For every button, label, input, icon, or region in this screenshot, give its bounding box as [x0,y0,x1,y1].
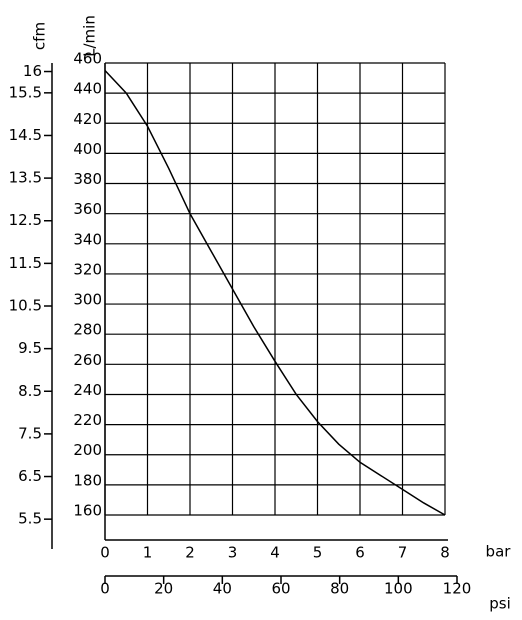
y-tick-label: 460 [73,50,102,68]
x-tick-label: 7 [398,544,408,562]
y2-tick-label: 12.5 [9,211,42,229]
y2-tick-label: 10.5 [9,297,42,315]
x2-tick-label: 20 [154,580,173,598]
y-tick-label: 200 [73,441,102,459]
y-tick-label: 320 [73,260,102,278]
y2-tick-label: 16 [23,62,42,80]
x2-tick-label: 80 [330,580,349,598]
x-tick-label: 3 [228,544,238,562]
y-tick-label: 180 [73,471,102,489]
y-tick-label: 280 [73,321,102,339]
y-tick-label: 400 [73,140,102,158]
data-line [104,70,446,516]
y-tick-label: 160 [73,502,102,520]
y2-tick-label: 7.5 [18,424,42,442]
x2-tick-label: 100 [384,580,413,598]
x-tick-label: 4 [270,544,280,562]
y-tick-label: 260 [73,351,102,369]
y2-tick-label: 8.5 [18,382,42,400]
x2-axis-label: psi [489,595,511,613]
x2-tick-label: 40 [213,580,232,598]
y2-axis-label: cfm [31,22,49,50]
y2-tick-label: 5.5 [18,510,42,528]
y2-tick-label: 13.5 [9,169,42,187]
x-axis-label: bar [486,543,512,561]
y-tick-label: 420 [73,110,102,128]
y-tick-label: 220 [73,411,102,429]
x-tick-label: 1 [143,544,153,562]
y-tick-label: 340 [73,230,102,248]
x-tick-label: 2 [185,544,195,562]
y-tick-label: 300 [73,291,102,309]
x2-tick-label: 120 [443,580,472,598]
y-tick-label: 440 [73,80,102,98]
x-tick-label: 0 [100,544,110,562]
y-axis-label: L/min [81,15,99,57]
x2-tick-label: 0 [100,580,110,598]
y-tick-label: 360 [73,200,102,218]
y2-tick-label: 15.5 [9,83,42,101]
x2-tick-label: 60 [271,580,290,598]
y-tick-label: 240 [73,381,102,399]
y-tick-label: 380 [73,170,102,188]
x-tick-label: 6 [355,544,365,562]
x-tick-label: 8 [440,544,450,562]
x-tick-label: 5 [313,544,323,562]
y2-tick-label: 9.5 [18,339,42,357]
y2-tick-label: 11.5 [9,254,42,272]
y2-tick-label: 6.5 [18,467,42,485]
y2-tick-label: 14.5 [9,126,42,144]
